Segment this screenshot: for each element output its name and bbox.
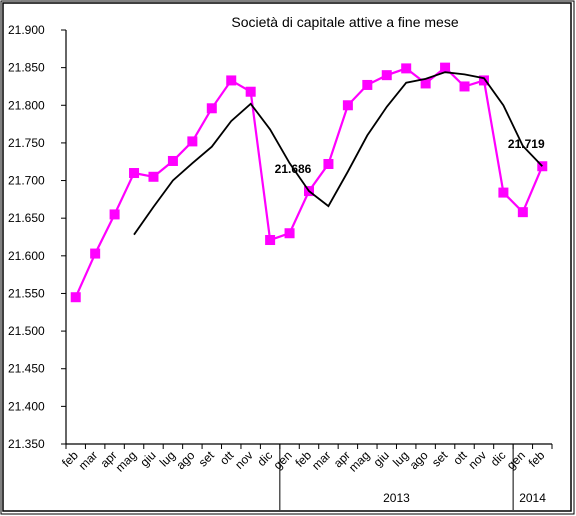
x-tick-label: lug [390, 448, 411, 469]
series-point [517, 207, 528, 218]
group-label: 2013 [383, 491, 410, 505]
y-tick-label: 21.750 [8, 136, 45, 150]
series-layer [70, 62, 548, 303]
x-tick-label: dic [488, 448, 509, 469]
series-point [70, 292, 81, 303]
series-point [323, 158, 334, 169]
y-tick-label: 21.400 [8, 399, 45, 413]
axes: 21.900 21.850 21.800 21.750 21.700 21.650 21.6… [8, 23, 553, 510]
series-point [284, 228, 295, 239]
y-tick-label: 21.600 [8, 249, 45, 263]
chart-title: Società di capitale attive a fine mese [231, 14, 458, 30]
x-tick-label: nov [232, 448, 256, 472]
x-tick-label: nov [465, 448, 489, 472]
y-tick-label: 21.350 [8, 437, 45, 451]
y-tick-label: 21.500 [8, 324, 45, 338]
series-line-1 [74, 66, 544, 298]
y-tick-label: 21.800 [8, 98, 45, 112]
y-tick-label: 21.850 [8, 61, 45, 75]
series-point [362, 79, 373, 90]
series-point [206, 103, 217, 114]
series-point [90, 248, 101, 259]
series-point [401, 63, 412, 74]
x-tick-label: dic [254, 448, 275, 469]
group-label: 2014 [519, 491, 546, 505]
series-point [459, 81, 470, 92]
x-tick-label: mag [346, 448, 372, 474]
series-point [381, 70, 392, 81]
x-tick-label: gen [504, 448, 528, 472]
series-point [420, 78, 431, 89]
x-tick-label: gen [271, 448, 295, 472]
y-tick-label: 21.550 [8, 286, 45, 300]
x-tick-label: feb [292, 448, 314, 470]
series-point [129, 168, 140, 179]
y-tick-label: 21.900 [8, 23, 45, 37]
series-point [537, 161, 548, 172]
series-point [109, 209, 120, 220]
series-point [148, 171, 159, 182]
series-point [187, 136, 198, 147]
x-tick-label: ago [407, 448, 431, 472]
x-tick-label: mag [113, 448, 139, 474]
x-tick-label: giu [371, 448, 392, 469]
series-point [342, 100, 353, 111]
data-label: 21.719 [508, 137, 545, 151]
x-tick-label: set [196, 448, 218, 470]
x-tick-label: lug [157, 448, 178, 469]
x-tick-label: giu [137, 448, 158, 469]
series-point [440, 62, 451, 73]
series-point [245, 86, 256, 97]
x-tick-label: set [429, 448, 451, 470]
data-labels-layer: 21.686 21.719 [275, 137, 545, 176]
series-point [478, 75, 489, 86]
series-point [226, 75, 237, 86]
x-tick-label: feb [526, 448, 548, 470]
series-point [498, 187, 509, 198]
y-tick-label: 21.450 [8, 362, 45, 376]
x-tick-label: ago [173, 448, 197, 472]
y-tick-label: 21.700 [8, 174, 45, 188]
x-tick-label: feb [59, 448, 81, 470]
data-label: 21.686 [275, 162, 312, 176]
series-line-2 [133, 71, 543, 236]
series-point [167, 155, 178, 166]
plot-area-frame [2, 2, 572, 512]
y-tick-label: 21.650 [8, 211, 45, 225]
series-point [265, 235, 276, 246]
